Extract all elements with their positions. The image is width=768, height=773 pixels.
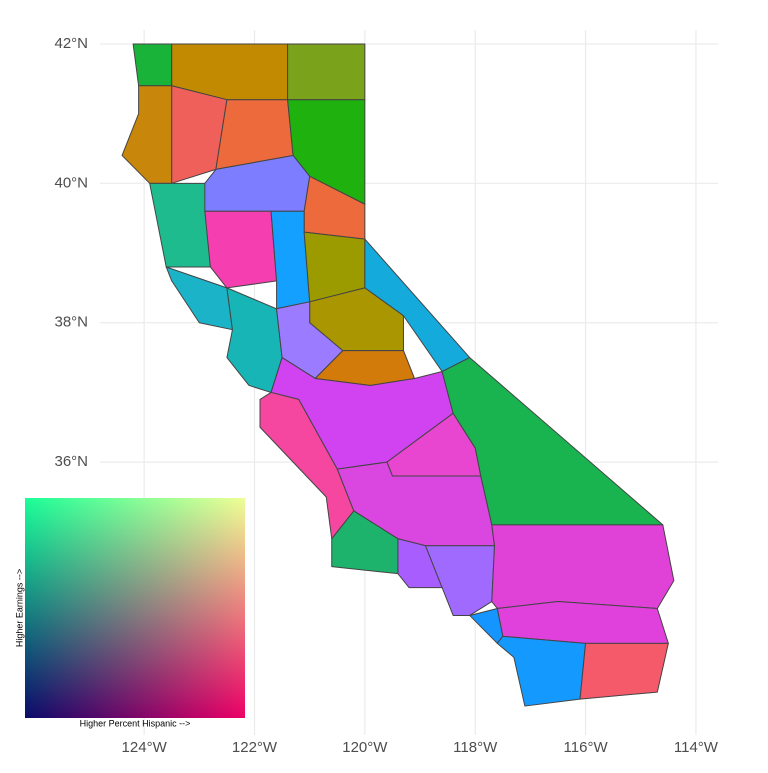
y-tick-label: 38°N — [54, 314, 88, 331]
x-tick-label: 118°W — [453, 739, 498, 756]
legend-y-label: Higher Earnings --> — [14, 569, 24, 647]
county — [204, 210, 278, 289]
x-tick-label: 116°W — [564, 739, 609, 756]
county — [132, 43, 173, 87]
county — [364, 238, 471, 373]
y-tick-label: 42°N — [54, 35, 88, 52]
axis-labels: 124°W 122°W 120°W 118°W 116°W 114°W 36°N 38°N 40… — [54, 35, 718, 756]
y-tick-label: 40°N — [54, 174, 88, 191]
county — [270, 210, 311, 310]
county — [287, 43, 366, 101]
county — [579, 642, 669, 700]
x-tick-label: 122°W — [232, 739, 278, 756]
county — [226, 287, 283, 393]
legend: Higher Percent Hispanic --> Higher Earni… — [14, 498, 245, 728]
y-tick-label: 36°N — [54, 453, 88, 470]
county — [496, 601, 669, 644]
legend-x-label: Higher Percent Hispanic --> — [80, 718, 191, 728]
x-tick-label: 114°W — [674, 739, 719, 756]
county — [496, 635, 587, 707]
legend-gradient — [25, 498, 245, 718]
county — [121, 85, 173, 184]
x-tick-label: 120°W — [342, 739, 388, 756]
regions — [121, 43, 675, 707]
county — [165, 266, 233, 331]
county — [397, 538, 443, 589]
county — [491, 524, 675, 609]
x-tick-label: 124°W — [122, 739, 168, 756]
county — [149, 182, 211, 268]
